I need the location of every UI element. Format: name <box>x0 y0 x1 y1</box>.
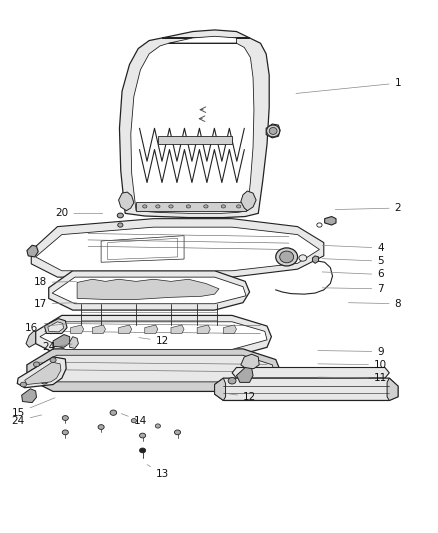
Polygon shape <box>145 325 158 334</box>
Ellipse shape <box>98 425 104 430</box>
Polygon shape <box>158 136 232 144</box>
Ellipse shape <box>155 424 160 428</box>
Text: 15: 15 <box>11 398 55 418</box>
Polygon shape <box>25 362 61 384</box>
Ellipse shape <box>169 205 173 208</box>
Text: 18: 18 <box>33 278 77 287</box>
Ellipse shape <box>140 433 146 438</box>
Text: 24: 24 <box>42 342 72 352</box>
Polygon shape <box>44 319 67 334</box>
Polygon shape <box>171 325 184 334</box>
Polygon shape <box>26 332 35 348</box>
Ellipse shape <box>174 430 180 435</box>
Ellipse shape <box>20 382 26 387</box>
Text: 16: 16 <box>25 322 68 333</box>
Ellipse shape <box>276 248 297 266</box>
Polygon shape <box>197 325 210 334</box>
Polygon shape <box>17 357 66 387</box>
Ellipse shape <box>62 416 68 421</box>
Text: 17: 17 <box>33 298 77 309</box>
Polygon shape <box>40 322 267 350</box>
Polygon shape <box>35 227 319 271</box>
Text: 4: 4 <box>322 243 384 253</box>
Polygon shape <box>119 192 134 211</box>
Ellipse shape <box>186 205 191 208</box>
Ellipse shape <box>204 205 208 208</box>
Polygon shape <box>325 216 336 225</box>
Ellipse shape <box>131 418 137 423</box>
Polygon shape <box>77 279 219 300</box>
Polygon shape <box>48 322 64 332</box>
Polygon shape <box>232 368 389 378</box>
Text: 12: 12 <box>226 392 256 402</box>
Polygon shape <box>266 124 280 138</box>
Polygon shape <box>49 271 250 310</box>
Polygon shape <box>31 219 324 277</box>
Ellipse shape <box>118 223 123 227</box>
Ellipse shape <box>228 377 236 384</box>
Polygon shape <box>241 191 256 211</box>
Text: 7: 7 <box>322 284 384 294</box>
Ellipse shape <box>221 205 226 208</box>
Ellipse shape <box>40 377 48 384</box>
Text: 5: 5 <box>322 256 384 266</box>
Text: 11: 11 <box>318 373 387 383</box>
Ellipse shape <box>155 205 160 208</box>
Ellipse shape <box>50 358 56 362</box>
Text: 6: 6 <box>322 270 384 279</box>
Polygon shape <box>241 354 259 368</box>
Text: 14: 14 <box>121 414 147 426</box>
Text: 12: 12 <box>139 336 169 346</box>
Ellipse shape <box>280 251 293 263</box>
Ellipse shape <box>110 410 117 415</box>
Polygon shape <box>27 245 38 257</box>
Polygon shape <box>131 36 254 213</box>
Polygon shape <box>31 356 275 382</box>
Polygon shape <box>71 325 84 334</box>
Polygon shape <box>119 325 132 334</box>
Polygon shape <box>136 201 246 211</box>
Ellipse shape <box>117 213 124 218</box>
Ellipse shape <box>269 127 277 134</box>
Text: 20: 20 <box>55 208 102 219</box>
Polygon shape <box>21 389 36 402</box>
Polygon shape <box>52 277 246 304</box>
Polygon shape <box>237 368 253 382</box>
Polygon shape <box>27 349 280 391</box>
Text: 8: 8 <box>348 298 401 309</box>
Polygon shape <box>70 337 78 349</box>
Ellipse shape <box>62 430 68 435</box>
Polygon shape <box>223 325 237 334</box>
Polygon shape <box>312 256 318 263</box>
Polygon shape <box>92 325 106 334</box>
Ellipse shape <box>267 125 280 137</box>
Polygon shape <box>215 378 398 400</box>
Text: 2: 2 <box>336 203 401 213</box>
Polygon shape <box>215 378 226 400</box>
Ellipse shape <box>140 448 146 453</box>
Text: 24: 24 <box>11 415 42 426</box>
Polygon shape <box>35 316 272 357</box>
Text: 9: 9 <box>318 346 384 357</box>
Polygon shape <box>53 335 70 348</box>
Ellipse shape <box>299 255 307 261</box>
Text: 1: 1 <box>296 78 401 93</box>
Ellipse shape <box>33 362 39 367</box>
Text: 10: 10 <box>318 360 387 370</box>
Ellipse shape <box>143 205 147 208</box>
Text: 13: 13 <box>147 465 169 479</box>
Polygon shape <box>120 30 269 217</box>
Polygon shape <box>387 378 398 400</box>
Ellipse shape <box>237 205 241 208</box>
